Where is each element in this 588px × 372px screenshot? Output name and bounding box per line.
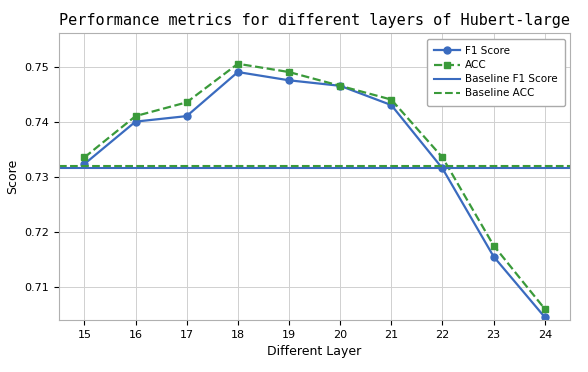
ACC xyxy=(336,84,343,88)
F1 Score xyxy=(439,166,446,171)
ACC xyxy=(541,307,548,311)
F1 Score xyxy=(81,162,88,166)
X-axis label: Different Layer: Different Layer xyxy=(268,345,362,358)
ACC xyxy=(81,155,88,160)
Line: ACC: ACC xyxy=(81,60,548,312)
F1 Score xyxy=(490,254,497,259)
F1 Score xyxy=(183,114,190,118)
ACC xyxy=(286,70,293,74)
F1 Score xyxy=(541,315,548,320)
ACC xyxy=(439,155,446,160)
Y-axis label: Score: Score xyxy=(6,159,19,194)
ACC xyxy=(387,97,395,102)
ACC xyxy=(490,243,497,248)
ACC xyxy=(183,100,190,105)
ACC xyxy=(132,114,139,118)
Legend: F1 Score, ACC, Baseline F1 Score, Baseline ACC: F1 Score, ACC, Baseline F1 Score, Baseli… xyxy=(427,39,565,106)
Title: Performance metrics for different layers of Hubert-large: Performance metrics for different layers… xyxy=(59,13,570,28)
F1 Score xyxy=(234,70,241,74)
F1 Score xyxy=(132,119,139,124)
F1 Score xyxy=(387,103,395,107)
F1 Score xyxy=(286,78,293,83)
ACC xyxy=(234,61,241,66)
F1 Score xyxy=(336,84,343,88)
Line: F1 Score: F1 Score xyxy=(81,68,548,321)
